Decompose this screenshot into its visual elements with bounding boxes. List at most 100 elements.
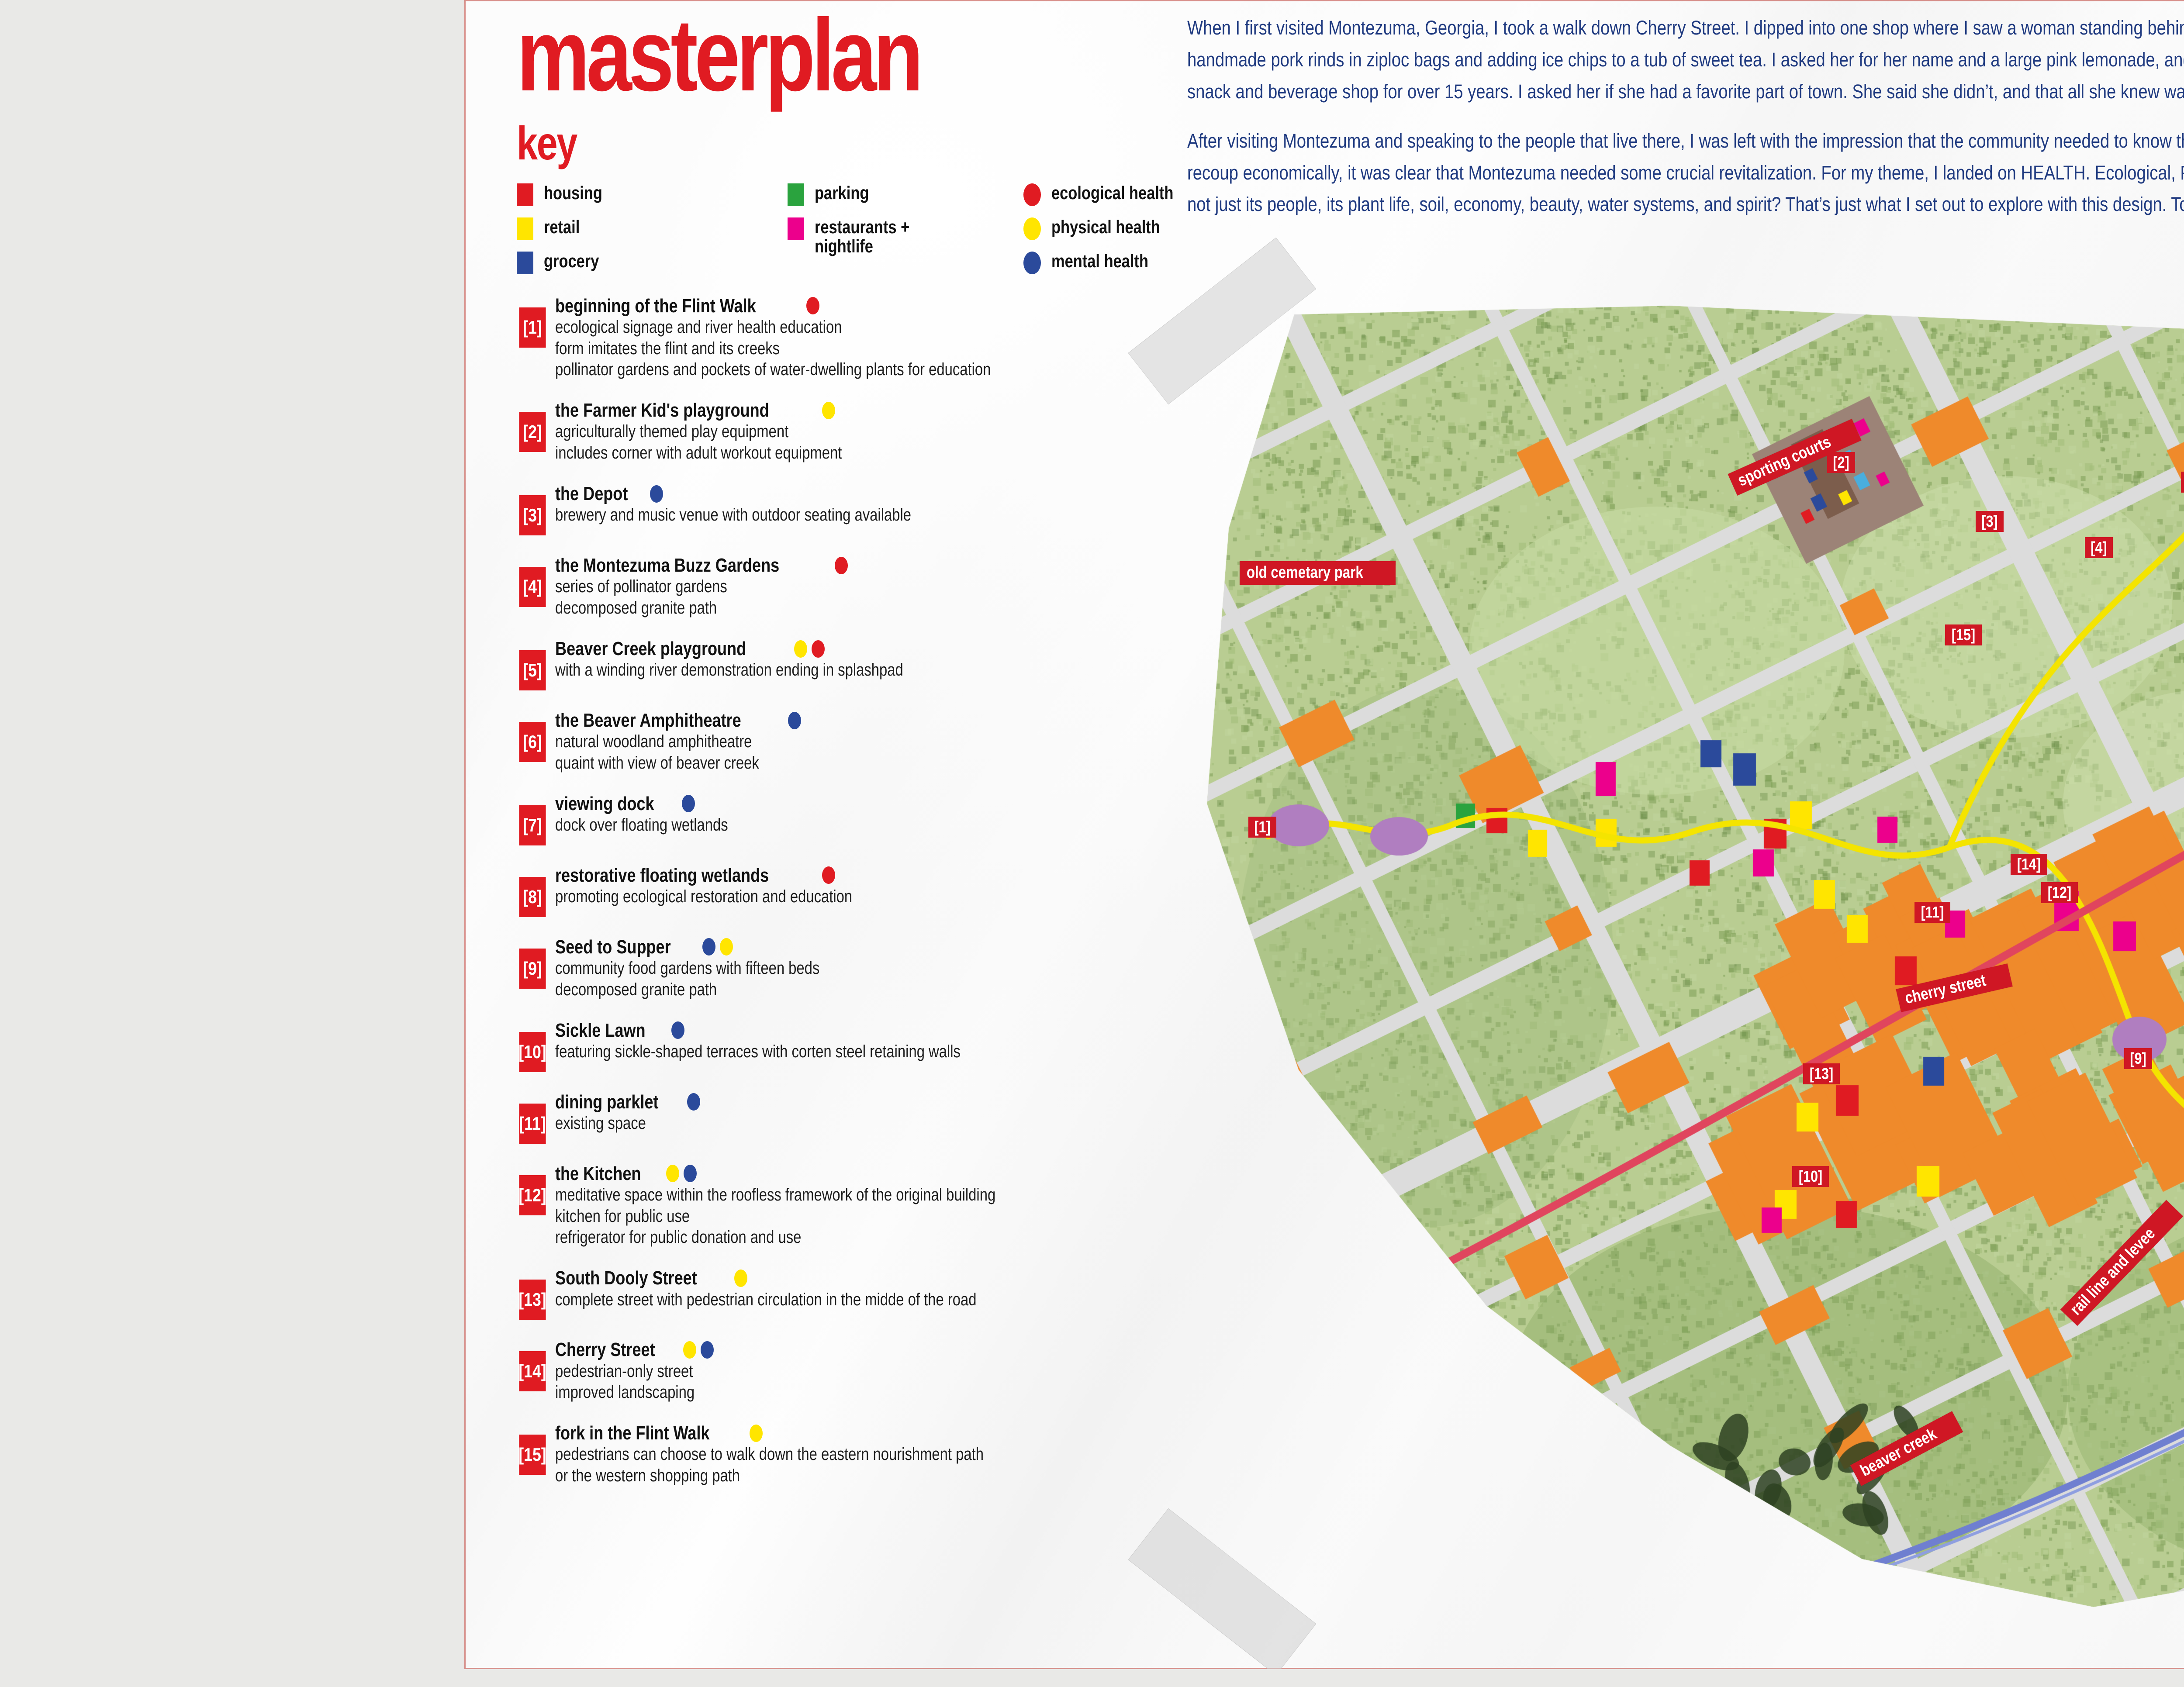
map-marker[interactable]: [11]	[1914, 902, 1951, 923]
list-item-title: beginning of the Flint Walk	[555, 295, 756, 317]
legend-label: parking	[815, 182, 869, 203]
list-item-detail: improved landscaping	[555, 1383, 695, 1402]
map-marker[interactable]: [2]	[1827, 452, 1855, 473]
list-item-body: the Kitchen meditative space within the r…	[555, 1163, 1106, 1249]
site-plan-canvas	[1154, 301, 2184, 1616]
list-item[interactable]: [5] Beaver Creek playground with a winding…	[517, 638, 1106, 690]
list-item-header: beginning of the Flint Walk	[555, 295, 1106, 317]
health-tag-dot-icon	[788, 711, 802, 729]
key-heading: key	[517, 116, 577, 169]
legend-item-parking: parking	[788, 183, 1023, 206]
list-item[interactable]: [15] fork in the Flint Walk pedestrians ca…	[517, 1422, 1106, 1487]
list-item-body: beginning of the Flint Walk ecological si…	[555, 295, 1106, 381]
map-marker[interactable]: [1]	[1248, 817, 1276, 838]
health-tag-dot-icon	[734, 1269, 748, 1287]
list-item-number: [2]	[519, 412, 546, 452]
legend-label: mental health	[1051, 250, 1149, 271]
list-item[interactable]: [1] beginning of the Flint Walk ecological…	[517, 295, 1106, 381]
list-item-title: dining parklet	[555, 1091, 659, 1113]
physical-health-dot-icon	[1023, 217, 1041, 240]
list-item[interactable]: [12] the Kitchen meditative space within t…	[517, 1163, 1106, 1249]
list-item-detail: complete street with pedestrian circulat…	[555, 1290, 977, 1309]
list-item-header: South Dooly Street	[555, 1267, 1106, 1289]
list-item-number: [7]	[519, 805, 546, 845]
legend-label: ecological health	[1051, 182, 1174, 203]
map-marker[interactable]: [15]	[1945, 624, 1982, 645]
map-marker[interactable]: [14]	[2011, 854, 2048, 875]
mental-health-dot-icon	[1023, 251, 1041, 274]
legend-column-1: housing retail grocery	[517, 183, 788, 274]
map-marker[interactable]: [3]	[1976, 511, 2004, 532]
health-tag-dot-icon	[687, 1093, 701, 1111]
list-item-body: the Montezuma Buzz Gardens series of poll…	[555, 555, 1106, 619]
map-marker[interactable]: [12]	[2041, 882, 2078, 903]
list-item-number: [10]	[518, 1032, 546, 1072]
legend-label: physical health	[1051, 216, 1160, 237]
list-item[interactable]: [14] Cherry Street pedestrian-only street i…	[517, 1339, 1106, 1403]
list-item-title: South Dooly Street	[555, 1267, 697, 1289]
list-item-detail: community food gardens with fifteen beds	[555, 959, 820, 978]
list-item-header: the Montezuma Buzz Gardens	[555, 555, 1106, 576]
map-marker[interactable]: [13]	[1803, 1063, 1840, 1084]
list-item-number: [11]	[519, 1103, 546, 1144]
list-item[interactable]: [4] the Montezuma Buzz Gardens series of p…	[517, 555, 1106, 619]
list-item-number: [9]	[519, 948, 546, 989]
legend-item-housing: housing	[517, 183, 788, 206]
list-item-tags	[750, 1424, 763, 1442]
list-item-tags	[822, 866, 835, 884]
legend-item-retail: retail	[517, 217, 788, 240]
list-item-header: viewing dock	[555, 793, 1106, 814]
list-item-detail: series of pollinator gardens	[555, 577, 727, 597]
list-item-title: restorative floating wetlands	[555, 864, 769, 886]
list-item[interactable]: [8] restorative floating wetlands promotin…	[517, 865, 1106, 917]
map-marker[interactable]: [4]	[2085, 537, 2113, 558]
health-tag-dot-icon	[682, 795, 695, 813]
list-item-number: [14]	[518, 1351, 546, 1392]
list-item-number: [1]	[519, 307, 546, 348]
list-item-tags	[683, 1341, 714, 1359]
list-item-tags	[682, 795, 695, 813]
list-item-title: the Kitchen	[555, 1163, 641, 1184]
list-item-tags	[834, 556, 848, 574]
list-item-body: Seed to Supper community food gardens wit…	[555, 936, 1106, 1000]
health-tag-dot-icon	[794, 640, 808, 658]
map-marker[interactable]: [5]	[2181, 472, 2184, 493]
health-tag-dot-icon	[671, 1021, 684, 1039]
list-item[interactable]: [3] the Depot brewery and music venue with…	[517, 483, 1106, 536]
list-item-detail: promoting ecological restoration and edu…	[555, 887, 853, 906]
list-item-detail: natural woodland amphitheatre	[555, 732, 752, 752]
list-item-detail: kitchen for public use	[555, 1206, 690, 1226]
list-item-body: the Beaver Amphitheatre natural woodland …	[555, 710, 1106, 774]
list-item-detail: with a winding river demonstration endin…	[555, 660, 903, 680]
health-tag-dot-icon	[700, 1341, 714, 1359]
list-item-title: Cherry Street	[555, 1339, 655, 1361]
health-tag-dot-icon	[666, 1165, 679, 1183]
list-item[interactable]: [10] Sickle Lawn featuring sickle-shaped t…	[517, 1020, 1106, 1072]
list-item-tags	[788, 711, 802, 729]
map-marker[interactable]: [10]	[1792, 1166, 1829, 1187]
list-item[interactable]: [13] South Dooly Street complete street wi…	[517, 1267, 1106, 1320]
list-item-detail: dock over floating wetlands	[555, 815, 728, 835]
map-marker[interactable]: [9]	[2124, 1048, 2152, 1069]
list-item-tags	[671, 1021, 684, 1039]
list-item-number: [5]	[519, 650, 546, 690]
list-item[interactable]: [11] dining parklet existing space	[517, 1091, 1106, 1144]
list-item-title: the Beaver Amphitheatre	[555, 709, 741, 731]
list-item-detail: pedestrian-only street	[555, 1361, 693, 1381]
list-item-body: restorative floating wetlands promoting e…	[555, 865, 1106, 907]
legend-label: restaurants + nightlife	[815, 216, 910, 256]
list-item[interactable]: [2] the Farmer Kid's playground agricultur…	[517, 400, 1106, 464]
list-item[interactable]: [6] the Beaver Amphitheatre natural woodla…	[517, 710, 1106, 774]
list-item-detail: brewery and music venue with outdoor sea…	[555, 505, 912, 525]
list-item-header: Sickle Lawn	[555, 1020, 1106, 1041]
parking-swatch-icon	[788, 183, 804, 206]
health-tag-dot-icon	[719, 938, 733, 956]
list-item[interactable]: [7] viewing dock dock over floating wetlan…	[517, 793, 1106, 845]
list-item-header: the Beaver Amphitheatre	[555, 710, 1106, 731]
list-item-title: the Montezuma Buzz Gardens	[555, 555, 780, 576]
list-item-header: the Farmer Kid's playground	[555, 400, 1106, 421]
list-item[interactable]: [9] Seed to Supper community food gardens …	[517, 936, 1106, 1000]
health-tag-dot-icon	[650, 485, 663, 503]
key-item-list: [1] beginning of the Flint Walk ecological…	[517, 295, 1106, 1506]
